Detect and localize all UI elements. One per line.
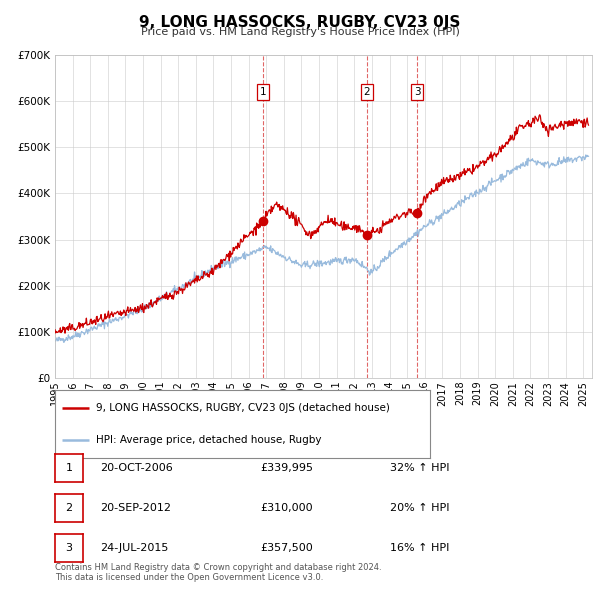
Text: 3: 3 xyxy=(413,87,421,97)
Text: 1: 1 xyxy=(65,463,73,473)
Text: £310,000: £310,000 xyxy=(260,503,313,513)
Text: 2: 2 xyxy=(65,503,73,513)
Text: 24-JUL-2015: 24-JUL-2015 xyxy=(100,543,169,553)
Text: Contains HM Land Registry data © Crown copyright and database right 2024.
This d: Contains HM Land Registry data © Crown c… xyxy=(55,563,382,582)
Text: HPI: Average price, detached house, Rugby: HPI: Average price, detached house, Rugb… xyxy=(96,435,322,445)
Text: Price paid vs. HM Land Registry's House Price Index (HPI): Price paid vs. HM Land Registry's House … xyxy=(140,27,460,37)
Text: 9, LONG HASSOCKS, RUGBY, CV23 0JS (detached house): 9, LONG HASSOCKS, RUGBY, CV23 0JS (detac… xyxy=(96,404,390,414)
Text: 9, LONG HASSOCKS, RUGBY, CV23 0JS: 9, LONG HASSOCKS, RUGBY, CV23 0JS xyxy=(139,15,461,30)
Text: £357,500: £357,500 xyxy=(260,543,313,553)
Text: 32% ↑ HPI: 32% ↑ HPI xyxy=(390,463,449,473)
Text: 20-SEP-2012: 20-SEP-2012 xyxy=(100,503,171,513)
Text: 16% ↑ HPI: 16% ↑ HPI xyxy=(390,543,449,553)
Text: 20% ↑ HPI: 20% ↑ HPI xyxy=(390,503,449,513)
Text: 3: 3 xyxy=(65,543,73,553)
Text: 1: 1 xyxy=(259,87,266,97)
Text: £339,995: £339,995 xyxy=(260,463,313,473)
Text: 2: 2 xyxy=(364,87,370,97)
Text: 20-OCT-2006: 20-OCT-2006 xyxy=(100,463,173,473)
